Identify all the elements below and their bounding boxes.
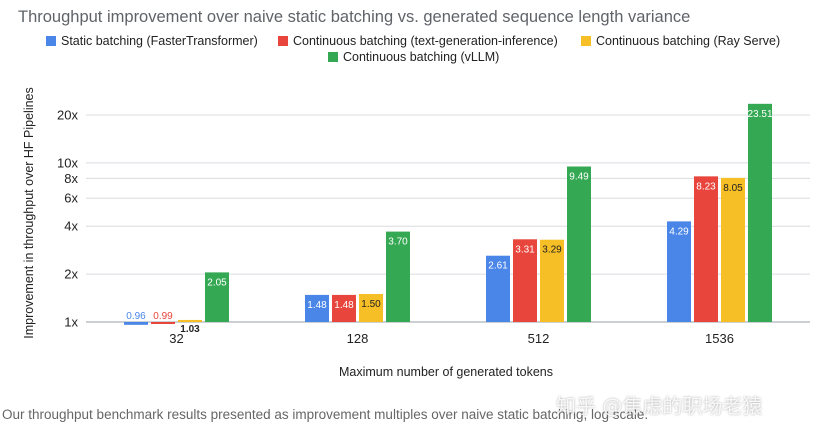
bar-value-label: 0.99 bbox=[153, 311, 173, 322]
y-axis-label: Improvement in throughput over HF Pipeli… bbox=[22, 87, 36, 339]
legend-swatch bbox=[328, 52, 338, 62]
legend-item: Continuous batching (Ray Serve) bbox=[581, 34, 780, 48]
bar-value-label: 1.48 bbox=[307, 300, 327, 311]
bar-value-label: 2.05 bbox=[207, 277, 227, 288]
legend-label: Continuous batching (Ray Serve) bbox=[596, 34, 780, 48]
bar bbox=[305, 294, 329, 322]
chart-title: Throughput improvement over naive static… bbox=[18, 8, 690, 26]
figure-caption: Our throughput benchmark results present… bbox=[2, 407, 649, 422]
bars: 0.96 0.99 1.03 2.05 1.48 1.48 1.50 3.70 2.61 3.31… bbox=[124, 103, 773, 335]
legend-item: Continuous batching (vLLM) bbox=[328, 50, 499, 64]
bar bbox=[513, 239, 537, 322]
legend-label: Continuous batching (vLLM) bbox=[343, 50, 499, 64]
legend-item: Continuous batching (text-generation-inf… bbox=[278, 34, 558, 48]
y-tick-label: 8x bbox=[64, 171, 78, 186]
bar-value-label: 3.29 bbox=[542, 245, 562, 256]
bar-value-label: 3.31 bbox=[515, 244, 535, 255]
x-axis-label: Maximum number of generated tokens bbox=[339, 365, 553, 379]
bar bbox=[332, 294, 356, 322]
bar-value-label: 8.23 bbox=[696, 181, 716, 192]
x-axis-ticks: 32 128 512 1536 bbox=[169, 331, 734, 346]
bar bbox=[748, 103, 772, 323]
x-tick-label: 512 bbox=[528, 331, 550, 346]
legend-label: Continuous batching (text-generation-inf… bbox=[293, 34, 558, 48]
y-tick-label: 1x bbox=[64, 315, 78, 330]
y-tick-label: 2x bbox=[64, 267, 78, 282]
legend-swatch bbox=[581, 36, 591, 46]
y-tick-label: 4x bbox=[64, 219, 78, 234]
bar-value-label: 1.03 bbox=[180, 324, 200, 335]
legend-swatch bbox=[278, 36, 288, 46]
bar bbox=[151, 322, 175, 324]
bar bbox=[178, 319, 202, 322]
x-tick-label: 1536 bbox=[705, 331, 734, 346]
legend-label: Static batching (FasterTransformer) bbox=[61, 34, 258, 48]
bar bbox=[694, 176, 718, 322]
bar-value-label: 2.61 bbox=[488, 261, 508, 272]
bar-value-label: 1.48 bbox=[334, 300, 354, 311]
y-tick-label: 20x bbox=[57, 108, 78, 123]
bar bbox=[721, 177, 745, 322]
bar bbox=[667, 221, 691, 322]
bar bbox=[386, 231, 410, 322]
x-tick-label: 128 bbox=[347, 331, 369, 346]
bar bbox=[205, 272, 229, 322]
y-tick-label: 10x bbox=[57, 155, 78, 170]
legend: Static batching (FasterTransformer) Conti… bbox=[46, 34, 780, 64]
x-tick-label: 32 bbox=[169, 331, 183, 346]
bar bbox=[486, 255, 510, 322]
bar-value-label: 9.49 bbox=[569, 172, 589, 183]
y-tick-label: 6x bbox=[64, 191, 78, 206]
bar bbox=[124, 322, 148, 325]
bar-value-label: 0.96 bbox=[126, 311, 146, 322]
bar bbox=[359, 293, 383, 322]
bar-value-label: 4.29 bbox=[669, 226, 689, 237]
legend-swatch bbox=[46, 36, 56, 46]
legend-item: Static batching (FasterTransformer) bbox=[46, 34, 258, 48]
bar bbox=[567, 166, 591, 322]
bar-value-label: 1.50 bbox=[361, 299, 381, 310]
bar-value-label: 8.05 bbox=[723, 183, 743, 194]
watermark: 知乎 @焦虑的职场老猿 bbox=[556, 394, 763, 418]
bar-value-label: 3.70 bbox=[388, 237, 408, 248]
bar bbox=[540, 239, 564, 322]
bar-value-label: 23.51 bbox=[747, 109, 772, 120]
